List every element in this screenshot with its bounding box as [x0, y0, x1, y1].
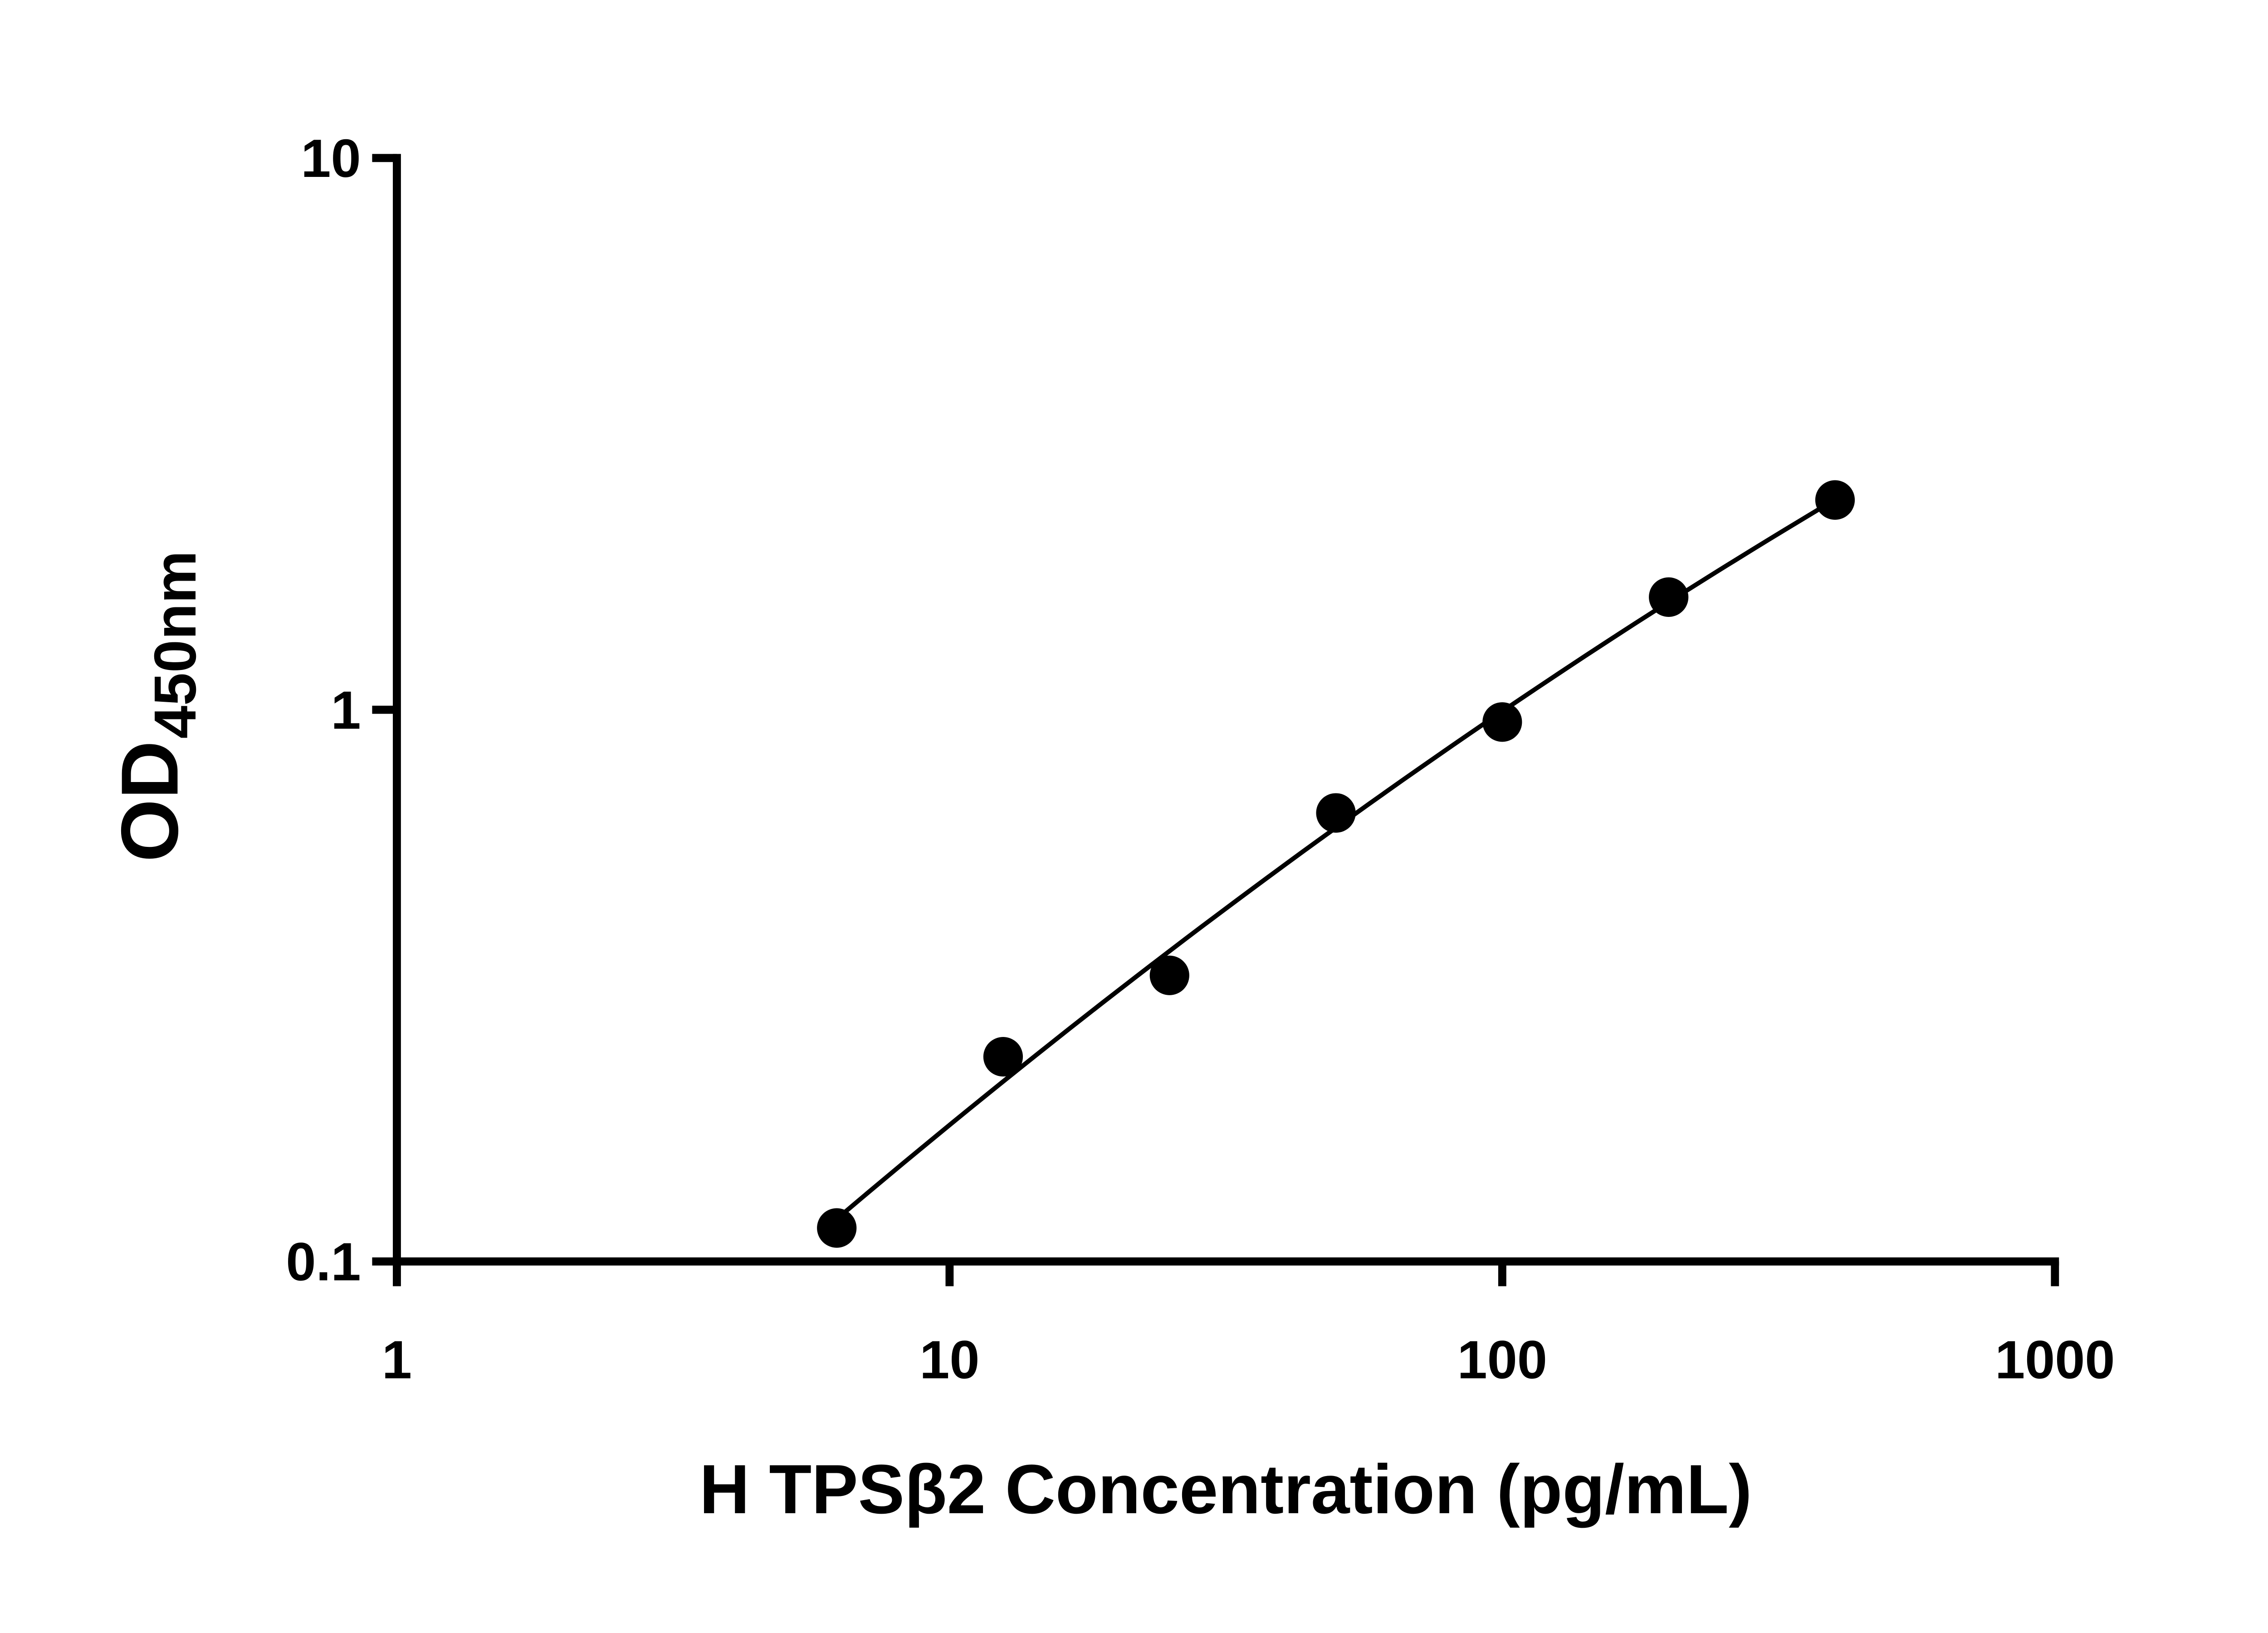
- y-axis-title: OD 450nm: [104, 551, 208, 862]
- y-tick-label: 0.1: [286, 1232, 361, 1292]
- x-axis-title: H TPSβ2 Concentration (pg/mL): [699, 1450, 1752, 1528]
- y-axis-title-main: OD: [104, 741, 195, 862]
- x-tick-label: 100: [1457, 1330, 1547, 1390]
- x-tick-label: 1: [382, 1330, 412, 1390]
- y-tick-label: 1: [331, 680, 361, 740]
- axes-spines: [393, 154, 2059, 1266]
- data-point: [1149, 955, 1189, 995]
- data-point: [1815, 480, 1855, 520]
- data-point: [1482, 702, 1522, 742]
- y-tick-label: 10: [301, 128, 361, 189]
- data-point: [817, 1208, 857, 1248]
- x-tick-label: 1000: [1995, 1330, 2115, 1390]
- plot-area: 1 10 100 1000 0.1 1 10: [286, 128, 2115, 1390]
- data-point: [1316, 793, 1356, 833]
- x-tick-label: 10: [919, 1330, 979, 1390]
- data-point: [983, 1037, 1023, 1077]
- y-axis-title-subscript: 450nm: [142, 551, 208, 738]
- data-point: [1649, 577, 1689, 617]
